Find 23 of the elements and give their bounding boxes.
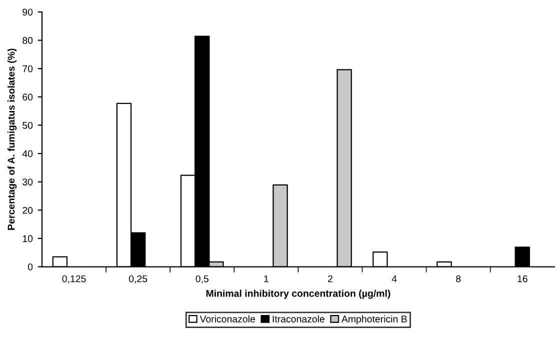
y-tick-label: 60 bbox=[22, 94, 33, 101]
x-tick-label: 2 bbox=[328, 275, 332, 282]
y-tick-label: 10 bbox=[22, 235, 33, 242]
x-axis-title: Minimal inhibitory concentration (µg/ml) bbox=[206, 290, 390, 299]
y-tick-label: 0 bbox=[28, 263, 33, 270]
y-tick-label: 20 bbox=[22, 206, 33, 214]
x-tick-label: 4 bbox=[392, 275, 397, 282]
x-tick-label: 0,5 bbox=[196, 275, 208, 284]
y-tick-label: 70 bbox=[22, 65, 33, 72]
y-tick-label: 50 bbox=[22, 122, 33, 129]
y-tick-label: 40 bbox=[22, 150, 33, 158]
y-tick-label: 30 bbox=[22, 178, 33, 186]
x-tick-label: 16 bbox=[518, 275, 528, 282]
x-tick-label: 8 bbox=[456, 275, 461, 282]
legend-label: Voriconazole bbox=[200, 315, 255, 322]
x-tick-label: 0,125 bbox=[62, 275, 86, 284]
legend-label: Amphotericin B bbox=[341, 315, 407, 324]
y-axis-title: Percentage of A. fumigatus isolates (%) bbox=[8, 48, 17, 230]
y-tick-label: 80 bbox=[22, 37, 33, 44]
x-tick-label: 0,25 bbox=[128, 275, 148, 284]
legend-label: Itraconazole bbox=[272, 315, 324, 322]
x-tick-label: 1 bbox=[264, 275, 268, 282]
y-tick-label: 90 bbox=[22, 8, 33, 16]
